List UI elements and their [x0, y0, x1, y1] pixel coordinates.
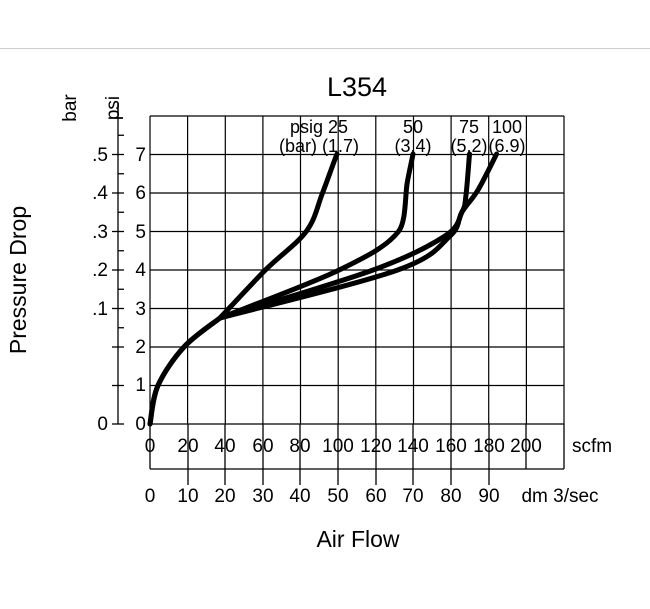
svg-text:40: 40: [289, 486, 310, 507]
svg-text:80: 80: [440, 486, 461, 507]
svg-text:5: 5: [135, 222, 146, 243]
svg-text:60: 60: [365, 486, 386, 507]
svg-text:.2: .2: [92, 260, 108, 281]
svg-text:75: 75: [459, 117, 479, 137]
svg-text:100: 100: [492, 117, 522, 137]
svg-text:L354: L354: [327, 72, 387, 102]
svg-text:.3: .3: [92, 222, 108, 243]
svg-text:3: 3: [135, 299, 146, 320]
svg-text:(3.4): (3.4): [394, 136, 431, 156]
svg-text:4: 4: [135, 260, 146, 281]
svg-text:psi: psi: [103, 96, 124, 120]
svg-text:dm 3/sec: dm 3/sec: [521, 486, 598, 507]
svg-text:.1: .1: [92, 299, 108, 320]
svg-text:0: 0: [97, 414, 108, 435]
svg-text:.4: .4: [92, 183, 108, 204]
svg-text:30: 30: [252, 486, 273, 507]
svg-text:90: 90: [478, 486, 499, 507]
svg-text:psig 25: psig 25: [290, 117, 348, 137]
svg-text:50: 50: [327, 486, 348, 507]
svg-text:7: 7: [135, 145, 146, 166]
svg-text:(bar) (1.7): (bar) (1.7): [279, 136, 359, 156]
svg-text:Air Flow: Air Flow: [316, 526, 399, 552]
svg-text:20: 20: [214, 486, 235, 507]
svg-text:1: 1: [135, 375, 146, 396]
svg-text:2: 2: [135, 337, 146, 358]
svg-text:10: 10: [177, 486, 198, 507]
svg-text:.5: .5: [92, 145, 108, 166]
svg-text:scfm: scfm: [572, 436, 612, 457]
svg-text:0: 0: [145, 486, 156, 507]
svg-text:bar: bar: [60, 94, 81, 122]
svg-text:50: 50: [403, 117, 423, 137]
svg-text:(5.2): (5.2): [450, 136, 487, 156]
svg-text:Pressure Drop: Pressure Drop: [5, 206, 31, 354]
svg-text:6: 6: [135, 183, 146, 204]
svg-text:0: 0: [135, 414, 146, 435]
svg-text:70: 70: [402, 486, 423, 507]
svg-text:(6.9): (6.9): [488, 136, 525, 156]
